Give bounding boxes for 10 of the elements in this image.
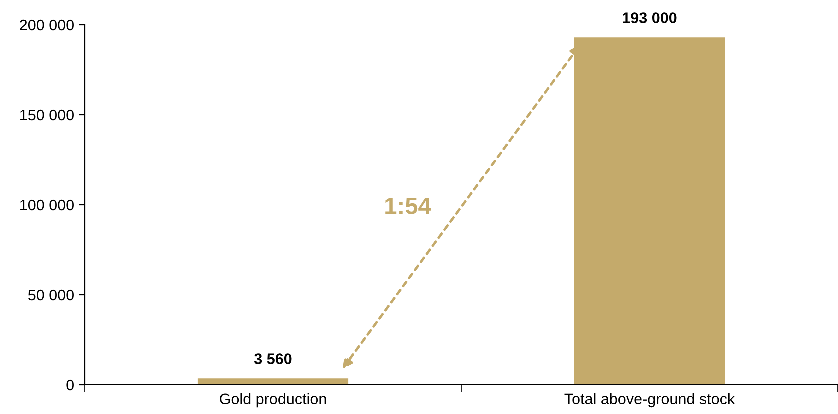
y-tick-label: 0 (66, 380, 74, 391)
x-tick-label: Gold production (220, 393, 326, 408)
annotation: 1:54 (386, 198, 432, 214)
x-tick-label: Total above-ground stock (564, 393, 736, 408)
y-tick-label: 50 000 (28, 290, 74, 301)
y-tick-label: 100 000 (20, 200, 74, 211)
y-tick-label: 200 000 (20, 20, 74, 31)
data-label: 193 000 (623, 12, 677, 24)
data-label: 3 560 (254, 354, 292, 364)
y-tick-label: 150 000 (20, 110, 74, 121)
